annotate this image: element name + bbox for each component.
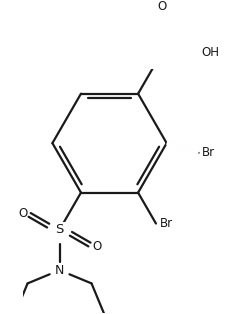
Text: N: N <box>55 264 64 277</box>
Text: O: O <box>92 240 101 253</box>
Text: O: O <box>18 207 27 219</box>
Text: OH: OH <box>201 46 219 59</box>
Text: O: O <box>157 0 167 13</box>
Text: S: S <box>55 223 64 236</box>
Text: Br: Br <box>202 146 215 159</box>
Text: Br: Br <box>160 217 173 230</box>
